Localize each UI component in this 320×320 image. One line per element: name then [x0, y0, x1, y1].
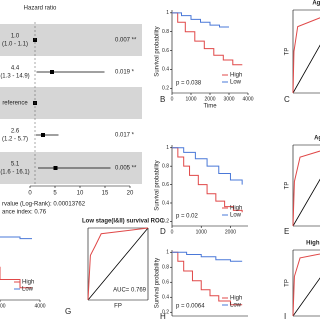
y-tick-label: 0.8 — [162, 29, 169, 35]
p-value: 0.005 ** — [115, 166, 137, 172]
roc-curve — [87, 227, 149, 301]
legend-label: High — [230, 206, 242, 212]
x-tick-label: 1000 — [185, 96, 196, 102]
hr-point — [41, 133, 45, 137]
p-value: 0.017 * — [115, 133, 135, 139]
hr-point — [53, 166, 58, 170]
x-label: FP — [114, 304, 122, 310]
y-tick-label: 0.6 — [162, 280, 169, 286]
chart-title: High stage — [306, 241, 320, 247]
hr-label: reference — [2, 101, 28, 107]
y-tick-label: 1 — [166, 145, 169, 151]
x-tick-label: 4000 — [34, 303, 45, 309]
x-tick-label: 20 — [127, 191, 134, 197]
survival-curve — [172, 12, 229, 28]
annotation: p = 0.02 — [176, 214, 199, 220]
y-tick-label: 1 — [166, 250, 169, 256]
x-tick-label: 2000 — [204, 96, 215, 102]
y-tick-label: 0.4 — [162, 67, 169, 73]
survival-curve — [0, 236, 32, 240]
panel-label: I — [284, 312, 286, 320]
x-tick-label: 2000 — [225, 229, 236, 235]
y-tick-label: 0.8 — [162, 163, 169, 169]
chart-title: Low stage(I&II) survival ROC — [82, 219, 165, 225]
p-value: 0.019 * — [115, 70, 135, 76]
chart-title: Age<= — [312, 1, 320, 7]
roc-curve — [292, 17, 320, 94]
row-band — [0, 24, 142, 56]
x-tick-label: 10 — [77, 191, 84, 197]
diagonal — [87, 227, 149, 301]
legend-label: Low — [22, 287, 34, 293]
hr-label: 5.1 — [11, 162, 20, 168]
panel-label: E — [284, 227, 289, 236]
legend-label: Low — [230, 303, 242, 309]
hr-point — [50, 70, 54, 74]
annotation: p = 0.038 — [176, 81, 202, 87]
panel-label: C — [284, 95, 290, 104]
y-label: Survival probability — [155, 160, 161, 210]
x-tick-label: 4000 — [242, 96, 253, 102]
hr-label: 4.4 — [11, 66, 20, 72]
legend-label: Low — [230, 80, 242, 86]
y-tick-label: 0.2 — [162, 310, 169, 316]
p-value: 0.007 ** — [115, 38, 137, 44]
note: ance index: 0.76 — [2, 210, 47, 216]
survival-curve — [0, 266, 32, 289]
ci-label: (1.3 - 14.9) — [0, 74, 29, 80]
ci-label: (1.0 - 1.1) — [2, 42, 28, 48]
ci-label: (1.2 - 5.7) — [2, 137, 28, 143]
y-tick-label: 0.6 — [162, 48, 169, 54]
chart-title: Age> — [314, 136, 320, 142]
diagonal — [292, 277, 320, 317]
panel-label: B — [160, 95, 165, 104]
x-tick-label: 5 — [53, 191, 57, 197]
x-tick-label: 2000 — [0, 303, 6, 309]
x-tick-label: 0 — [171, 96, 174, 102]
survival-curve — [172, 147, 243, 213]
y-tick-label: 0.4 — [162, 295, 169, 301]
legend-label: High — [230, 296, 242, 302]
y-tick-label: 0.4 — [162, 200, 169, 206]
ci-label: (1.6 - 16.1) — [0, 170, 29, 176]
panel-label: G — [65, 307, 71, 316]
y-label: Survival probability — [155, 26, 161, 76]
diagonal — [292, 44, 320, 94]
panel-label: H — [160, 312, 166, 320]
note: rvalue (Log-Rank): 0.00013762 — [2, 202, 86, 208]
x-label: Time — [203, 104, 217, 110]
legend-label: High — [22, 280, 34, 286]
y-tick-label: 0.8 — [162, 265, 169, 271]
hr-label: 2.6 — [11, 129, 20, 135]
y-label: TP — [285, 182, 291, 190]
survival-curve — [172, 12, 243, 66]
hr-label: 1.0 — [11, 34, 20, 40]
forest-title: Hazard ratio — [24, 6, 57, 12]
x-tick-label: 3000 — [223, 96, 234, 102]
y-label: TP — [285, 279, 291, 287]
roc-curve — [292, 253, 320, 317]
y-tick-label: 0.2 — [162, 86, 169, 92]
y-label: TP — [285, 48, 291, 56]
panel-label: D — [160, 227, 166, 236]
diagonal — [292, 178, 320, 227]
y-tick-label: 1 — [166, 10, 169, 16]
legend-label: High — [230, 73, 242, 79]
annotation: p = 0.0064 — [176, 304, 205, 310]
x-tick-label: 0 — [171, 229, 174, 235]
roc-curve — [292, 150, 320, 227]
y-label: Survival probability — [155, 258, 161, 308]
x-tick-label: 15 — [102, 191, 109, 197]
annotation: AUC= 0.769 — [113, 288, 147, 294]
survival-curve — [172, 251, 243, 262]
y-tick-label: 0.2 — [162, 219, 169, 225]
x-tick-label: 1000 — [196, 229, 207, 235]
survival-curve — [172, 147, 243, 185]
y-tick-label: 0.6 — [162, 182, 169, 188]
x-tick-label: 0 — [28, 191, 32, 197]
row-band — [0, 87, 142, 119]
legend-label: Low — [230, 213, 242, 219]
survival-curve — [172, 251, 243, 306]
